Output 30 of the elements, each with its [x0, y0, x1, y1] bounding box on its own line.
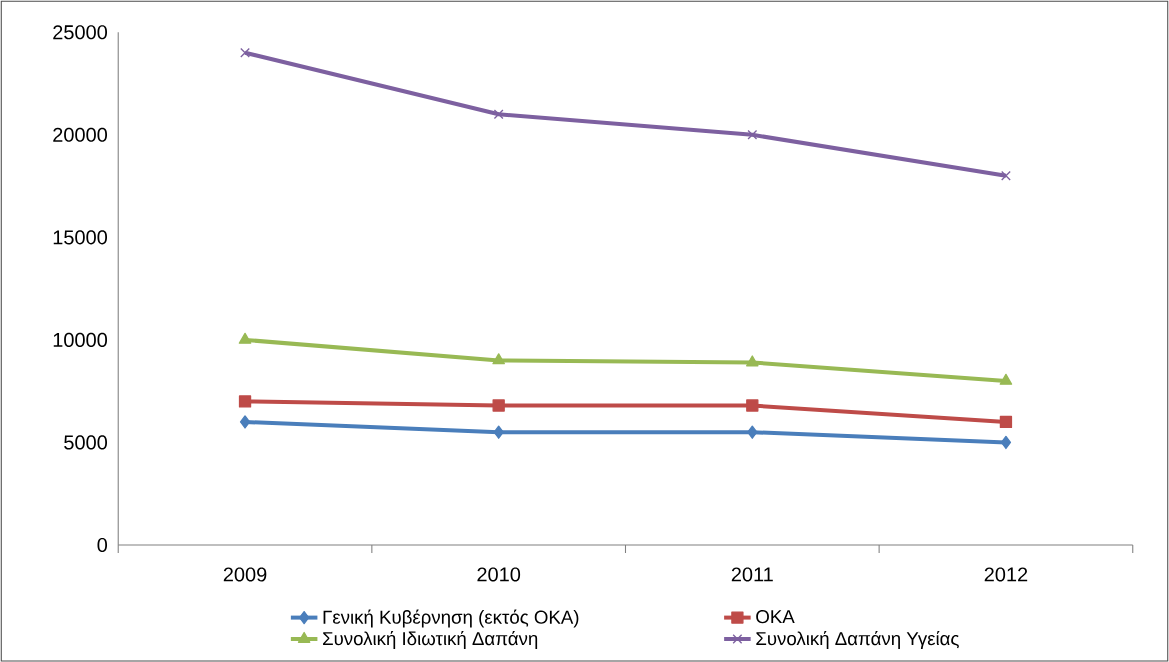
point [492, 399, 505, 412]
legend-label: Γενική Κυβέρνηση (εκτός ΟΚΑ) [323, 609, 579, 628]
point [493, 109, 504, 120]
point [746, 399, 759, 412]
x-tick-label: 2010 [477, 567, 521, 582]
point [999, 415, 1013, 428]
y-tick-label: 5000 [64, 435, 108, 450]
point [746, 355, 759, 367]
point [1000, 435, 1012, 450]
point [999, 373, 1013, 385]
point [239, 415, 251, 429]
legend-label: ΟΚΑ [756, 609, 795, 624]
point [747, 425, 758, 439]
point [238, 395, 252, 408]
y-tick-label: 25000 [53, 25, 108, 40]
legend-label: Συνολική Ιδιωτική Δαπάνη [323, 630, 538, 649]
x-tick-label: 2011 [731, 567, 773, 582]
point [1001, 170, 1011, 181]
y-tick-label: 0 [97, 537, 108, 552]
y-tick-label: 10000 [53, 332, 108, 347]
point [493, 425, 504, 439]
point [238, 332, 252, 344]
point [240, 47, 250, 58]
x-tick-label: 2012 [984, 567, 1028, 582]
x-tick-label: 2009 [223, 567, 267, 582]
y-tick-label: 15000 [53, 230, 108, 245]
point [492, 353, 505, 365]
legend-label: Συνολική Δαπάνη Υγείας [756, 630, 959, 649]
point [747, 129, 758, 140]
y-tick-label: 20000 [53, 127, 108, 142]
